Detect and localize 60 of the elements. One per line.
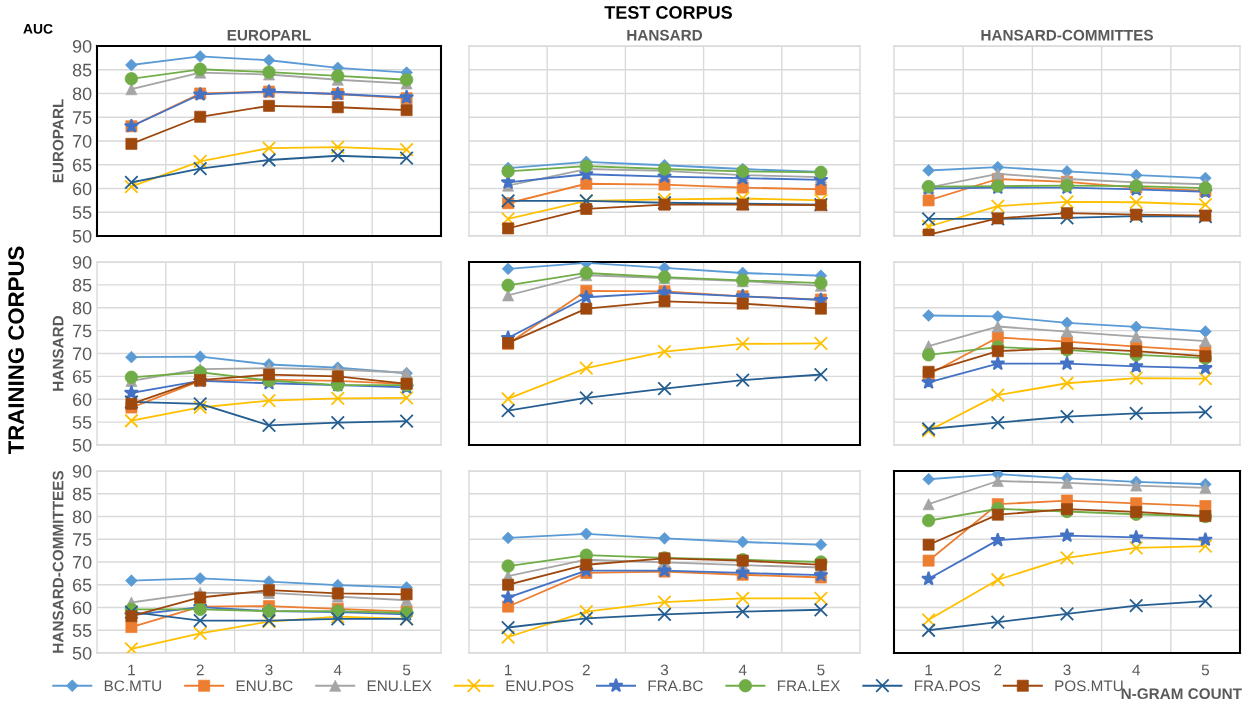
y-tick-label: 90 (72, 39, 92, 53)
legend-label: ENU.POS (506, 680, 574, 692)
x-tick-label: 5 (402, 664, 411, 676)
legend-label: FRA.LEX (777, 680, 841, 692)
y-tick-label: 75 (72, 111, 92, 124)
y-tick-label: 90 (72, 255, 92, 269)
chart-title: EUROPARL (227, 29, 311, 41)
y-tick-label: 85 (72, 278, 92, 292)
x-tick-label: 2 (196, 664, 204, 676)
y-tick-label: 85 (72, 63, 92, 77)
x-tick-label: 1 (925, 664, 933, 676)
y-tick-label: 80 (72, 87, 92, 101)
legend-label: FRA.POS (914, 680, 981, 692)
legend-label: POS.MTU (1055, 680, 1123, 692)
y-tick-label: 75 (72, 324, 92, 338)
x-tick-label: 2 (994, 664, 1002, 676)
text: TEST CORPUS (604, 6, 732, 19)
y-tick-label: 50 (72, 438, 92, 452)
y-tick-label: 70 (72, 134, 92, 148)
y-tick-label: 50 (72, 229, 92, 243)
x-tick-label: 4 (333, 664, 342, 676)
y-axis-title: EUROPARL (52, 99, 64, 183)
y-axis-title: HANSARD (52, 315, 64, 391)
chart-title: HANSARD-COMMITTES (981, 29, 1153, 41)
x-tick-label: 2 (582, 664, 590, 676)
text: N-GRAM COUNT (1121, 688, 1242, 700)
y-tick-label: 70 (72, 555, 92, 569)
legend-label: BC.MTU (104, 680, 161, 692)
x-tick-label: 3 (660, 664, 669, 676)
x-tick-label: 5 (1201, 664, 1210, 676)
x-tick-label: 3 (265, 664, 273, 676)
y-tick-label: 55 (72, 206, 92, 219)
chart-title: HANSARD (627, 29, 703, 41)
legend-label: FRA.BC (648, 680, 703, 692)
text: AUC (23, 23, 53, 34)
x-tick-label: 5 (817, 664, 825, 676)
y-tick-label: 60 (72, 393, 92, 406)
y-tick-label: 75 (72, 533, 92, 546)
x-tick-label: 3 (1063, 664, 1071, 676)
y-tick-label: 50 (72, 646, 92, 660)
x-tick-label: 4 (1132, 664, 1140, 676)
x-tick-label: 4 (738, 664, 747, 676)
y-tick-label: 60 (72, 601, 92, 615)
y-tick-label: 80 (72, 301, 92, 315)
y-tick-label: 60 (72, 182, 92, 196)
y-tick-label: 65 (72, 578, 92, 592)
y-tick-label: 90 (72, 464, 92, 478)
x-tick-label: 1 (128, 664, 135, 676)
y-tick-label: 55 (72, 416, 92, 429)
y-tick-label: 70 (72, 347, 92, 361)
y-tick-label: 65 (72, 158, 92, 172)
y-tick-label: 55 (72, 624, 92, 637)
legend-label: ENU.BC (236, 680, 293, 692)
legend-label: ENU.LEX (367, 680, 432, 692)
y-tick-label: 80 (72, 510, 92, 524)
text: TRAINING CORPUS (8, 246, 24, 455)
y-axis-title: HANSARD-COMMITTEES (52, 470, 64, 653)
y-tick-label: 85 (72, 487, 92, 501)
x-tick-label: 1 (505, 664, 512, 676)
y-tick-label: 65 (72, 370, 92, 384)
